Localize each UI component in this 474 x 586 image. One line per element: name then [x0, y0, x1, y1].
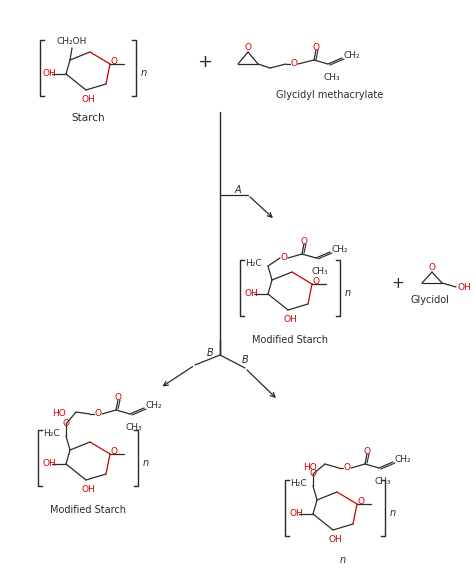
- Text: CH₃: CH₃: [324, 73, 340, 83]
- Text: n: n: [390, 508, 396, 518]
- Text: OH: OH: [42, 459, 56, 468]
- Text: O: O: [115, 394, 121, 403]
- Text: CH₂: CH₂: [332, 246, 348, 254]
- Text: B: B: [207, 348, 213, 358]
- Text: O: O: [344, 464, 350, 472]
- Text: Glycidol: Glycidol: [410, 295, 449, 305]
- Text: H₂C: H₂C: [44, 428, 60, 438]
- Text: Glycidyl methacrylate: Glycidyl methacrylate: [276, 90, 383, 100]
- Text: O: O: [312, 43, 319, 53]
- Text: O: O: [364, 448, 371, 456]
- Text: O: O: [357, 498, 365, 506]
- Text: CH₃: CH₃: [374, 478, 392, 486]
- Text: n: n: [340, 555, 346, 565]
- Text: +: +: [392, 275, 404, 291]
- Text: OH: OH: [42, 70, 56, 79]
- Text: n: n: [345, 288, 351, 298]
- Text: CH₂: CH₂: [395, 455, 411, 465]
- Text: O: O: [63, 420, 70, 428]
- Text: OH: OH: [328, 536, 342, 544]
- Text: O: O: [245, 43, 252, 52]
- Text: +: +: [198, 53, 212, 71]
- Text: Starch: Starch: [71, 113, 105, 123]
- Text: HO: HO: [303, 464, 317, 472]
- Text: Modified Starch: Modified Starch: [252, 335, 328, 345]
- Text: O: O: [291, 60, 298, 69]
- Text: HO: HO: [52, 410, 66, 418]
- Text: O: O: [310, 469, 317, 479]
- Text: H₂C: H₂C: [246, 258, 262, 267]
- Text: OH: OH: [289, 509, 303, 519]
- Text: OH: OH: [457, 284, 471, 292]
- Text: CH₃: CH₃: [312, 267, 328, 277]
- Text: OH: OH: [283, 315, 297, 325]
- Text: A: A: [235, 185, 241, 195]
- Text: CH₃: CH₃: [126, 424, 142, 432]
- Text: O: O: [94, 410, 101, 418]
- Text: O: O: [301, 237, 308, 247]
- Text: CH₂: CH₂: [344, 52, 360, 60]
- Text: B: B: [242, 355, 248, 365]
- Text: Modified Starch: Modified Starch: [50, 505, 126, 515]
- Text: OH: OH: [244, 289, 258, 298]
- Text: O: O: [312, 278, 319, 287]
- Text: O: O: [110, 448, 118, 456]
- Text: OH: OH: [81, 96, 95, 104]
- Text: H₂C: H₂C: [291, 479, 307, 488]
- Text: n: n: [143, 458, 149, 468]
- Text: O: O: [110, 57, 118, 66]
- Text: CH₂: CH₂: [146, 401, 162, 411]
- Text: O: O: [281, 254, 288, 263]
- Text: n: n: [141, 68, 147, 78]
- Text: CH₂OH: CH₂OH: [57, 38, 87, 46]
- Text: OH: OH: [81, 485, 95, 495]
- Text: O: O: [428, 263, 436, 271]
